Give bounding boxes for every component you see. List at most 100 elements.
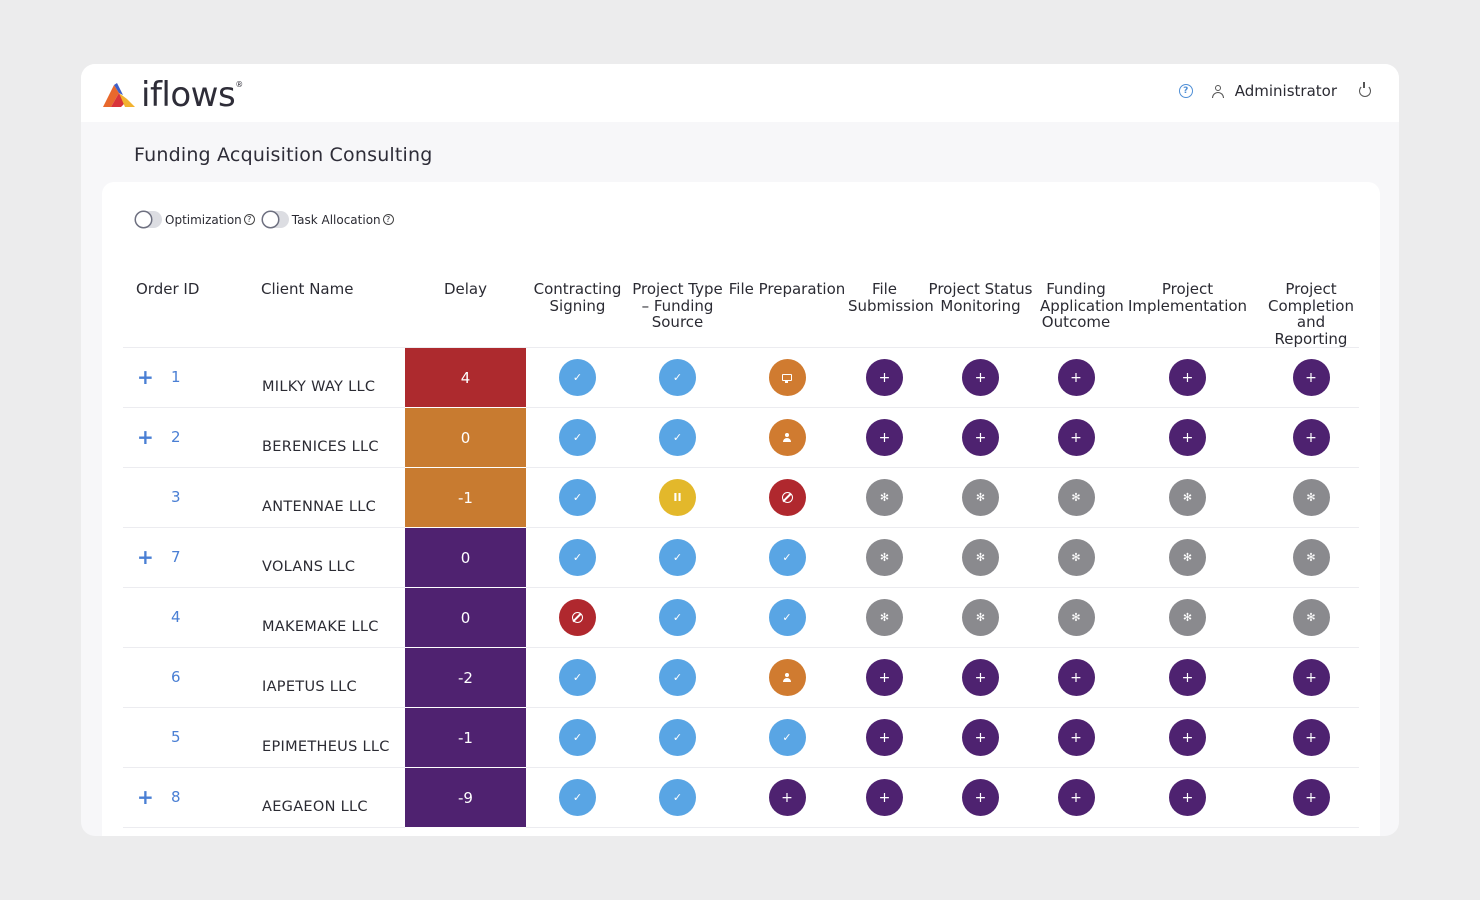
order-id-link[interactable]: 6	[171, 668, 181, 686]
header-delay[interactable]: Delay	[405, 271, 526, 348]
stage-status-done-button[interactable]: ✓	[559, 659, 596, 696]
stage-status-done-button[interactable]: ✓	[559, 479, 596, 516]
stage-status-waiting-button[interactable]: ✻	[1057, 599, 1095, 636]
stage-status-add-button[interactable]: +	[1169, 779, 1206, 816]
stage-status-add-button[interactable]: +	[866, 779, 903, 816]
stage-status-add-button[interactable]: +	[962, 659, 999, 696]
stage-status-add-button[interactable]: +	[962, 359, 999, 396]
order-id-link[interactable]: 5	[171, 728, 181, 746]
stage-status-paused-button[interactable]: II	[659, 479, 696, 516]
stage-status-add-button[interactable]: +	[962, 419, 999, 456]
stage-status-done-button[interactable]: ✓	[659, 779, 696, 816]
user-name[interactable]: Administrator	[1234, 82, 1337, 100]
stage-status-add-button[interactable]: +	[962, 719, 999, 756]
expand-row-icon[interactable]: +	[137, 365, 154, 389]
expand-row-icon[interactable]: +	[137, 785, 154, 809]
stage-status-add-button[interactable]: +	[866, 419, 903, 456]
stage-status-done-button[interactable]: ✓	[559, 719, 596, 756]
stage-status-add-button[interactable]: +	[1292, 659, 1330, 696]
order-id-link[interactable]: 8	[171, 788, 181, 806]
stage-status-add-button[interactable]: +	[1057, 419, 1095, 456]
stage-status-add-button[interactable]: +	[866, 359, 903, 396]
stage-status-waiting-button[interactable]: ✻	[1169, 539, 1206, 576]
stage-status-blocked-button[interactable]	[768, 479, 806, 516]
stage-status-add-button[interactable]: +	[1169, 659, 1206, 696]
stage-status-add-button[interactable]: +	[866, 659, 903, 696]
stage-status-waiting-button[interactable]: ✻	[866, 539, 903, 576]
table-row[interactable]: +8 AEGAEON LLC -9 ✓ ✓ + + + + + +	[123, 767, 1359, 828]
table-row[interactable]: +1 MILKY WAY LLC 4 ✓ ✓ + + + + +	[123, 347, 1359, 408]
header-stage[interactable]: Project Type – Funding Source	[629, 271, 726, 348]
stage-status-done-button[interactable]: ✓	[559, 419, 596, 456]
stage-status-done-button[interactable]: ✓	[559, 359, 596, 396]
order-id-link[interactable]: 4	[171, 608, 181, 626]
order-id-link[interactable]: 1	[171, 368, 181, 386]
stage-status-done-button[interactable]: ✓	[659, 719, 696, 756]
table-row[interactable]: 5 EPIMETHEUS LLC -1 ✓ ✓ ✓ + + + + +	[123, 707, 1359, 768]
optimization-toggle[interactable]: Optimization ?	[135, 211, 255, 228]
stage-status-add-button[interactable]: +	[1292, 719, 1330, 756]
header-stage[interactable]: File Submission	[848, 271, 934, 348]
stage-status-add-button[interactable]: +	[866, 719, 903, 756]
stage-status-waiting-button[interactable]: ✻	[962, 599, 999, 636]
stage-status-waiting-button[interactable]: ✻	[1169, 479, 1206, 516]
stage-status-add-button[interactable]: +	[1292, 779, 1330, 816]
stage-status-done-button[interactable]: ✓	[659, 659, 696, 696]
order-id-link[interactable]: 2	[171, 428, 181, 446]
stage-status-add-button[interactable]: +	[1292, 359, 1330, 396]
stage-status-review-button[interactable]	[768, 359, 806, 396]
stage-status-waiting-button[interactable]: ✻	[1057, 479, 1095, 516]
stage-status-add-button[interactable]: +	[962, 779, 999, 816]
table-row[interactable]: 3 ANTENNAE LLC -1 ✓ II ✻ ✻ ✻ ✻ ✻	[123, 467, 1359, 528]
table-row[interactable]: 4 MAKEMAKE LLC 0 ✓ ✓ ✻ ✻ ✻ ✻ ✻	[123, 587, 1359, 648]
help-circle-icon[interactable]: ?	[1178, 84, 1193, 98]
header-stage[interactable]: Project Completion and Reporting	[1263, 271, 1359, 348]
stage-status-done-button[interactable]: ✓	[659, 359, 696, 396]
stage-status-done-button[interactable]: ✓	[559, 539, 596, 576]
stage-status-assign-button[interactable]	[768, 419, 806, 456]
stage-status-done-button[interactable]: ✓	[768, 599, 806, 636]
stage-status-waiting-button[interactable]: ✻	[1292, 599, 1330, 636]
header-stage[interactable]: Project Status Monitoring	[921, 271, 1040, 348]
power-icon[interactable]	[1359, 82, 1371, 97]
logo[interactable]: iflows®	[101, 78, 243, 112]
stage-status-add-button[interactable]: +	[1057, 659, 1095, 696]
header-stage[interactable]: Funding Application Outcome	[1040, 271, 1124, 348]
stage-status-done-button[interactable]: ✓	[659, 599, 696, 636]
optimization-switch[interactable]	[135, 211, 162, 228]
stage-status-add-button[interactable]: +	[768, 779, 806, 816]
task-allocation-switch[interactable]	[261, 211, 289, 228]
stage-status-done-button[interactable]: ✓	[659, 539, 696, 576]
header-client-name[interactable]: Client Name	[248, 271, 405, 348]
stage-status-waiting-button[interactable]: ✻	[1057, 539, 1095, 576]
stage-status-waiting-button[interactable]: ✻	[866, 599, 903, 636]
header-order-id[interactable]: Order ID	[123, 271, 248, 348]
stage-status-assign-button[interactable]	[768, 659, 806, 696]
stage-status-add-button[interactable]: +	[1292, 419, 1330, 456]
stage-status-done-button[interactable]: ✓	[768, 719, 806, 756]
stage-status-add-button[interactable]: +	[1169, 719, 1206, 756]
stage-status-add-button[interactable]: +	[1169, 359, 1206, 396]
stage-status-waiting-button[interactable]: ✻	[1292, 479, 1330, 516]
stage-status-add-button[interactable]: +	[1057, 719, 1095, 756]
stage-status-done-button[interactable]: ✓	[768, 539, 806, 576]
stage-status-add-button[interactable]: +	[1057, 779, 1095, 816]
expand-row-icon[interactable]: +	[137, 545, 154, 569]
expand-row-icon[interactable]: +	[137, 425, 154, 449]
header-stage[interactable]: Project Implementation	[1112, 271, 1263, 348]
stage-status-add-button[interactable]: +	[1169, 419, 1206, 456]
stage-status-waiting-button[interactable]: ✻	[962, 539, 999, 576]
stage-status-waiting-button[interactable]: ✻	[962, 479, 999, 516]
table-row[interactable]: +7 VOLANS LLC 0 ✓ ✓ ✓ ✻ ✻ ✻ ✻ ✻	[123, 527, 1359, 588]
stage-status-waiting-button[interactable]: ✻	[1292, 539, 1330, 576]
table-row[interactable]: +2 BERENICES LLC 0 ✓ ✓ + + + + +	[123, 407, 1359, 468]
stage-status-add-button[interactable]: +	[1057, 359, 1095, 396]
stage-status-blocked-button[interactable]	[559, 599, 596, 636]
header-stage[interactable]: Contracting Signing	[526, 271, 629, 348]
table-row[interactable]: 6 IAPETUS LLC -2 ✓ ✓ + + + + +	[123, 647, 1359, 708]
stage-status-waiting-button[interactable]: ✻	[866, 479, 903, 516]
order-id-link[interactable]: 3	[171, 488, 181, 506]
question-icon[interactable]: ?	[243, 214, 255, 225]
task-allocation-toggle[interactable]: Task Allocation ?	[261, 211, 394, 228]
stage-status-done-button[interactable]: ✓	[659, 419, 696, 456]
